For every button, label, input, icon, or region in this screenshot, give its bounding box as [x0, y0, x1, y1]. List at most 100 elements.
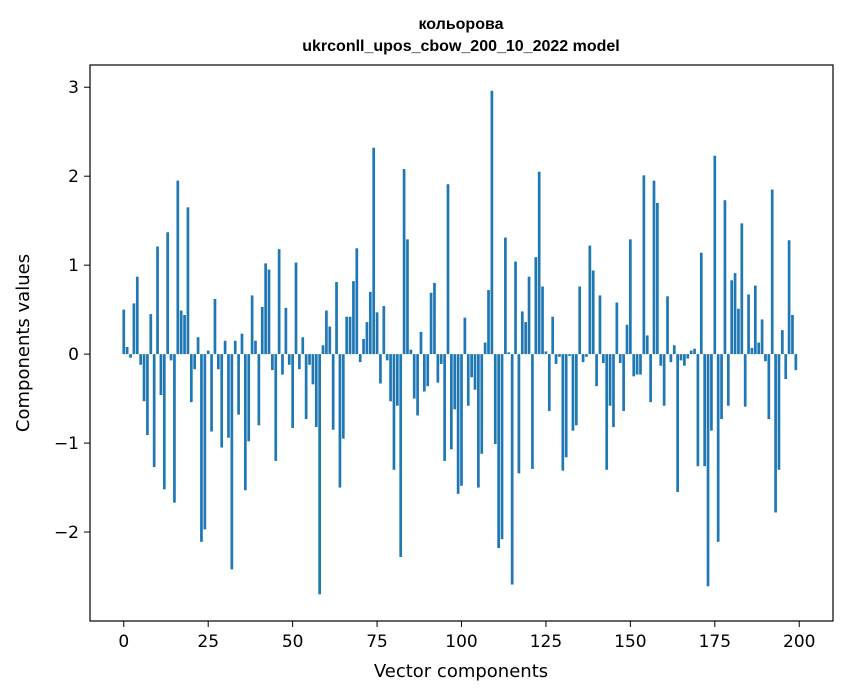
bar — [244, 354, 247, 491]
bar — [318, 354, 321, 595]
bar — [257, 354, 261, 426]
bar — [206, 350, 210, 355]
bar — [372, 147, 376, 355]
bar — [281, 354, 284, 375]
bar — [294, 262, 298, 355]
bar — [473, 354, 477, 390]
bar — [585, 354, 588, 357]
bar — [223, 340, 227, 355]
bar — [639, 354, 642, 375]
bar — [200, 354, 203, 542]
bar — [588, 245, 592, 355]
bar — [669, 354, 673, 363]
x-tick-label: 150 — [614, 632, 646, 652]
bar — [348, 316, 352, 355]
bar — [558, 354, 561, 357]
bar — [308, 354, 311, 365]
bar — [601, 354, 605, 364]
bar — [132, 303, 136, 355]
bar — [723, 200, 727, 355]
bar — [483, 342, 487, 355]
bar — [460, 354, 463, 486]
bar — [493, 354, 497, 444]
bar — [463, 317, 467, 355]
bar — [510, 354, 514, 585]
bar — [298, 354, 301, 370]
bar — [689, 350, 693, 355]
bar — [389, 354, 392, 402]
bar — [446, 184, 450, 355]
bar — [537, 171, 541, 355]
bar — [764, 354, 767, 362]
bar — [419, 331, 423, 355]
bar — [338, 354, 342, 488]
x-tick-label: 125 — [530, 632, 562, 652]
bar — [706, 354, 710, 587]
bar — [186, 207, 190, 355]
bar — [642, 175, 646, 355]
bar — [385, 354, 389, 361]
bar — [267, 269, 271, 355]
bar — [423, 354, 426, 392]
chart-title-line1: кольорова — [418, 16, 503, 33]
bar — [625, 324, 629, 355]
bar — [193, 354, 197, 370]
bar — [645, 335, 649, 355]
bar — [230, 354, 234, 570]
bar — [514, 261, 517, 355]
y-axis-label: Components values — [13, 254, 34, 432]
bar — [531, 354, 534, 469]
bar — [125, 347, 129, 355]
bar — [429, 292, 433, 355]
bar — [541, 286, 544, 355]
bar — [321, 345, 325, 355]
bar — [152, 354, 156, 468]
bar — [737, 308, 740, 355]
bar — [179, 310, 183, 355]
bar — [196, 337, 200, 355]
bar — [747, 294, 750, 355]
bar — [453, 354, 457, 410]
bar — [581, 354, 585, 363]
bar — [250, 295, 254, 355]
bar — [561, 354, 565, 471]
bar — [260, 306, 264, 355]
bar — [534, 257, 538, 355]
bar — [301, 337, 305, 355]
bar — [169, 354, 173, 361]
y-tick-label: 2 — [68, 167, 79, 187]
bar — [382, 306, 386, 355]
bar — [189, 354, 193, 403]
bar — [247, 354, 251, 442]
bar — [652, 180, 656, 355]
bar — [777, 354, 781, 470]
y-tick-label: −1 — [54, 434, 79, 454]
bar — [325, 310, 328, 355]
bar — [659, 354, 663, 366]
bar — [284, 307, 288, 355]
bar — [271, 354, 274, 371]
bar — [210, 354, 213, 432]
bar — [743, 354, 747, 407]
bar — [666, 296, 669, 355]
bar — [416, 354, 419, 416]
bar — [166, 232, 170, 355]
bar — [183, 314, 186, 355]
y-tick-label: 1 — [68, 256, 79, 276]
bar — [774, 354, 777, 513]
bar — [402, 169, 406, 355]
bar — [635, 354, 639, 375]
bar — [341, 354, 345, 439]
bar — [162, 354, 166, 490]
bar — [500, 354, 504, 540]
bar — [409, 349, 413, 355]
y-axis-ticks: −2 −1 0 1 2 3 — [54, 78, 90, 543]
bar — [220, 354, 224, 448]
bar — [149, 314, 153, 355]
bar — [733, 273, 737, 355]
bar — [527, 276, 531, 355]
plot-frame — [89, 64, 834, 622]
bar — [605, 354, 609, 470]
bar — [352, 281, 355, 355]
bar — [574, 354, 578, 426]
